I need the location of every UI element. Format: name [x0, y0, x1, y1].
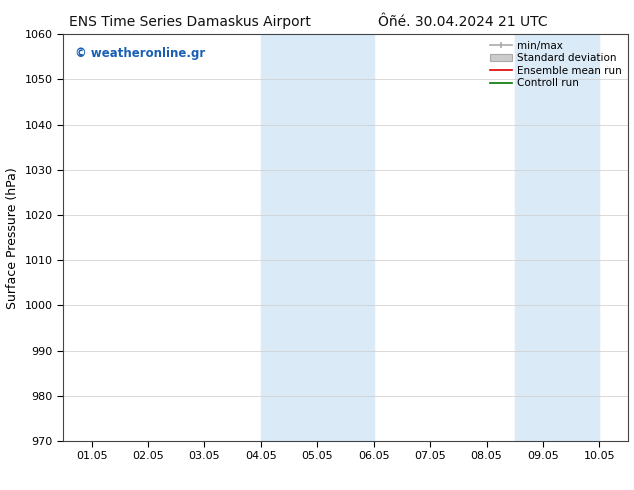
Bar	[261, 34, 374, 441]
Y-axis label: Surface Pressure (hPa): Surface Pressure (hPa)	[6, 167, 19, 309]
Text: ENS Time Series Damaskus Airport: ENS Time Series Damaskus Airport	[69, 15, 311, 29]
Bar	[515, 34, 600, 441]
Text: Ôñé. 30.04.2024 21 UTC: Ôñé. 30.04.2024 21 UTC	[378, 15, 548, 29]
Legend: min/max, Standard deviation, Ensemble mean run, Controll run: min/max, Standard deviation, Ensemble me…	[486, 37, 624, 92]
Text: © weatheronline.gr: © weatheronline.gr	[75, 47, 205, 59]
